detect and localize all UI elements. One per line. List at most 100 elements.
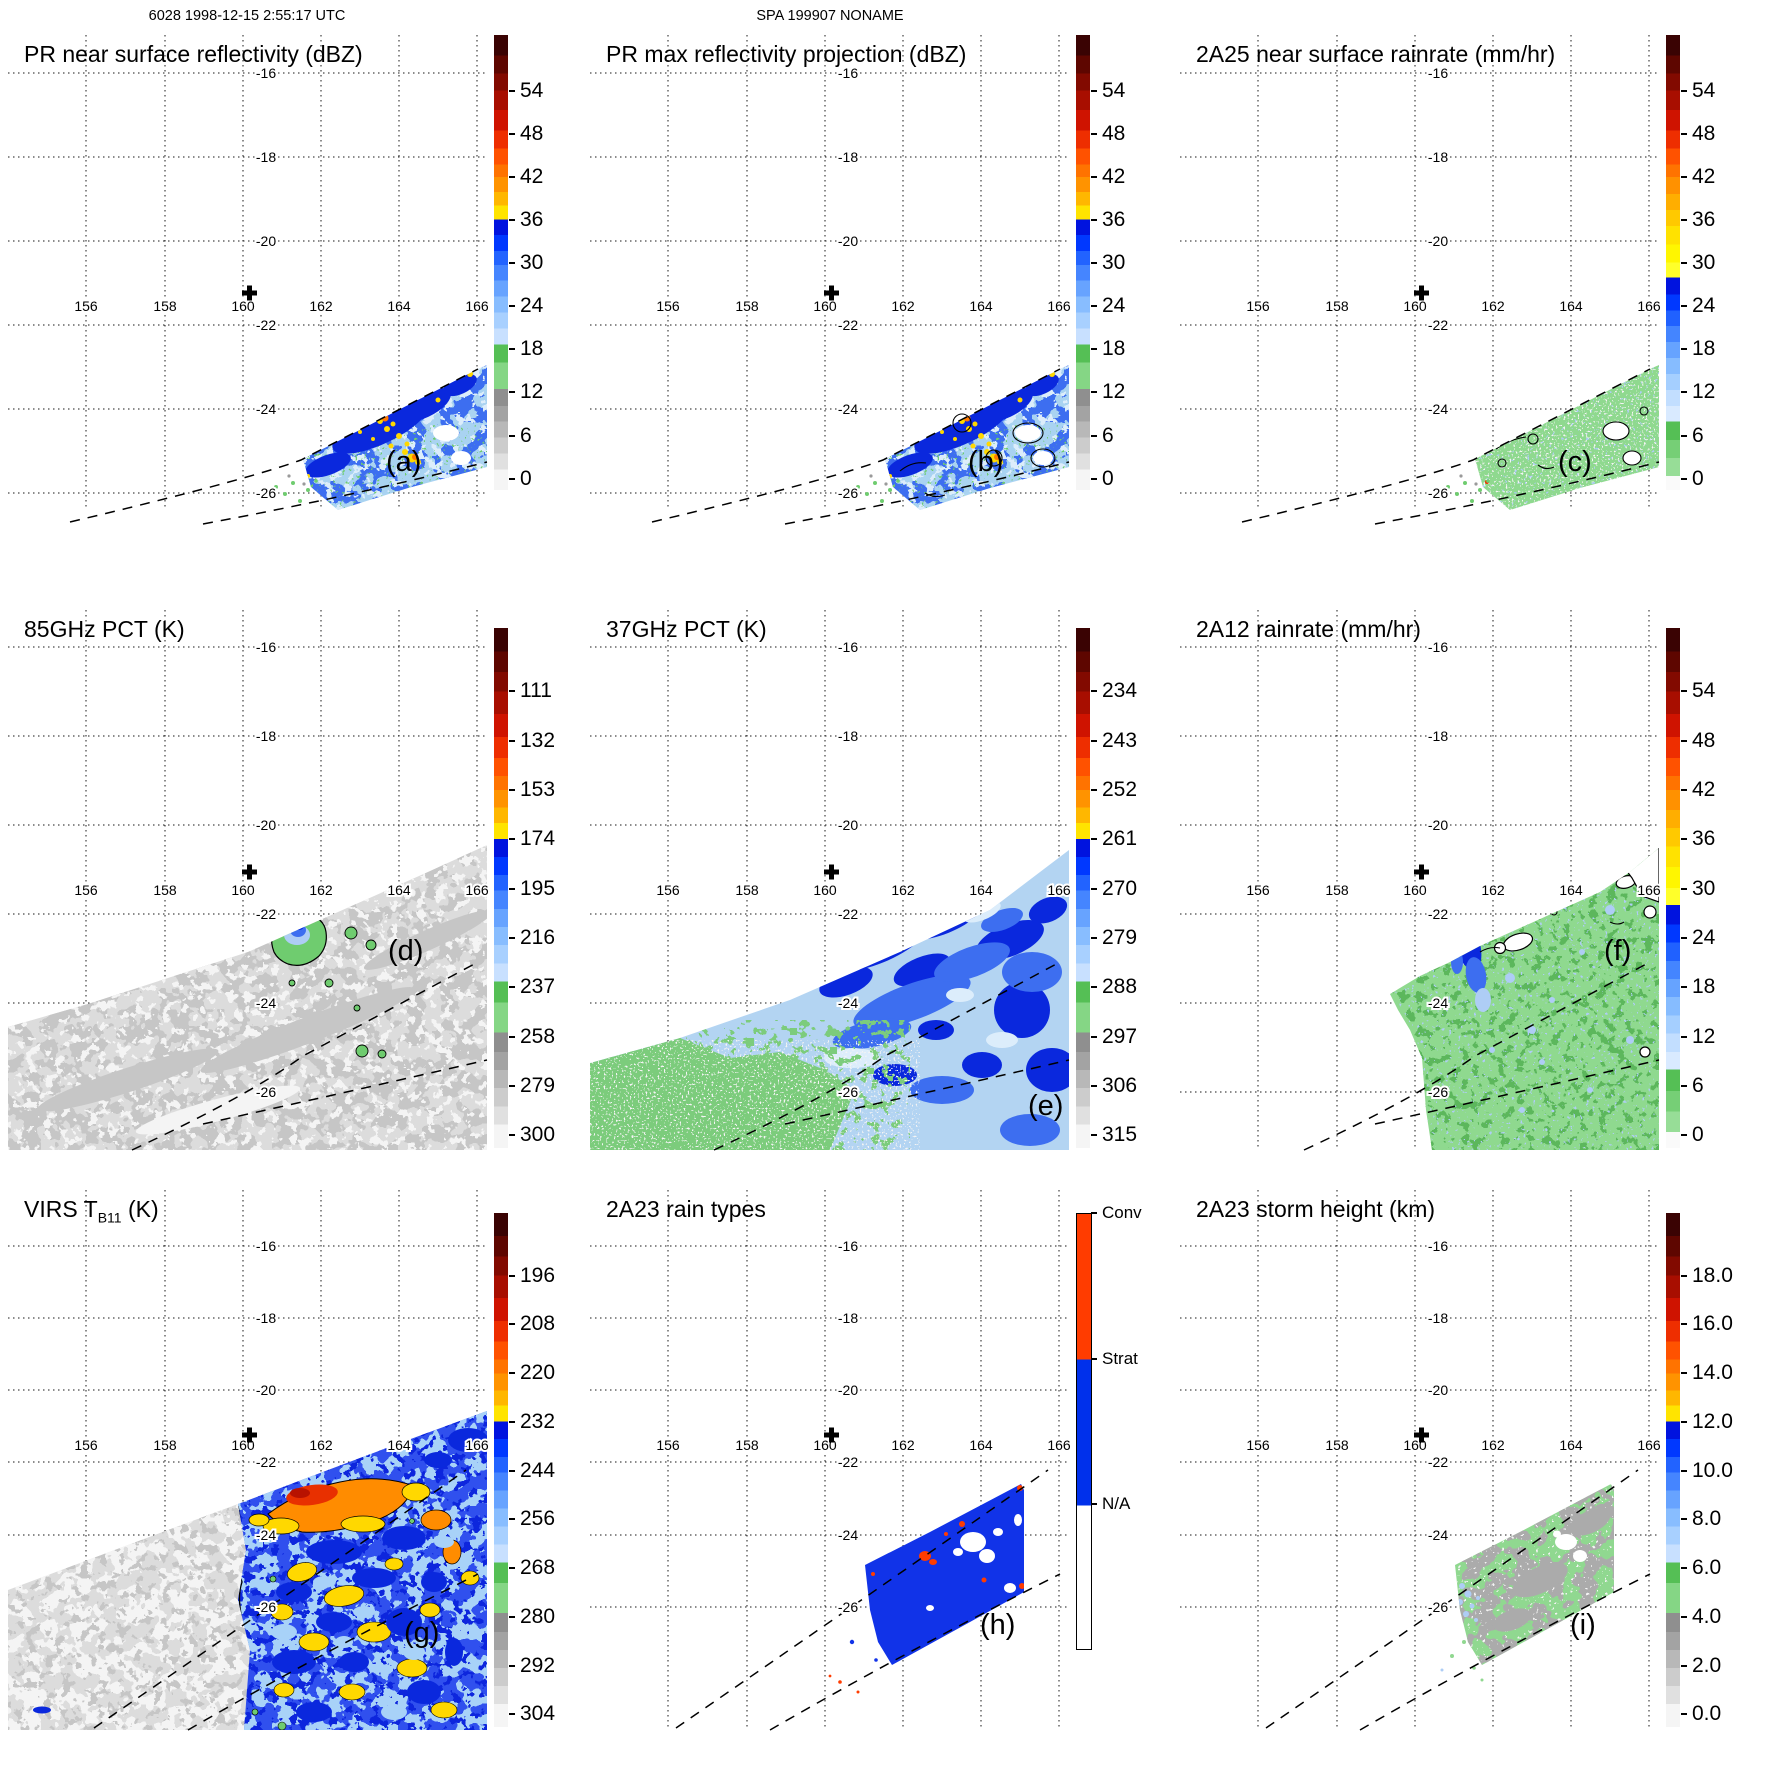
panel-letter: (h)	[980, 1609, 1015, 1641]
axis-labels: 156 158 160 162 164 166-16-18-20-22-24-26	[72, 1236, 491, 1617]
colorbar-tick-label: 24	[1681, 926, 1715, 950]
colorbar-tick-label: 14.0	[1681, 1361, 1733, 1385]
colorbar-tick-label: 36	[1681, 827, 1715, 851]
lon-label: 160	[813, 882, 837, 898]
map-i: (i) 156 158 160 162 164 166-16-18-20-22-24-26	[1180, 1190, 1663, 1731]
lon-label: 160	[1403, 298, 1427, 314]
cross-marker	[242, 1427, 257, 1443]
colorbar-tick-label: 111	[509, 679, 552, 703]
panel-c: 2A25 near surface rainrate (mm/hr) (c) 1…	[1180, 35, 1770, 525]
lat-label: -24	[256, 1527, 276, 1543]
map-g: (g) 156 158 160 162 164 166-16-18-20-22-24-26	[8, 1190, 491, 1731]
lon-label: 164	[969, 298, 993, 314]
lat-label: -24	[838, 1527, 858, 1543]
colorbar-tick-label: 304	[509, 1702, 555, 1726]
panel-f: 2A12 rainrate (mm/hr) (f)	[1180, 610, 1770, 1151]
lat-label: -24	[256, 995, 276, 1011]
map-b: (b) 156 158 160 162 164 166 -16 -18 -20 -22 -24 -26	[590, 35, 1071, 525]
colorbar-tick-label: 24	[509, 294, 543, 318]
lat-label: -18	[838, 728, 858, 744]
lon-label: 162	[1481, 1437, 1505, 1453]
lon-label: 158	[1325, 298, 1349, 314]
colorbar-tick-label: 48	[1091, 122, 1125, 146]
lat-label: -22	[1428, 1454, 1448, 1470]
cross-marker	[824, 285, 839, 301]
grid-lines	[1180, 1190, 1659, 1730]
colorbar-e	[1076, 628, 1090, 1148]
lon-label: 158	[1325, 1437, 1349, 1453]
colorbar-tick-label: 234	[1091, 679, 1137, 703]
axis-labels: 156 158 160 162 164 166-16-18-20-22-24-26	[654, 1236, 1073, 1617]
colorbar-tick-label: 54	[509, 79, 543, 103]
colorbar-tick-label: 6	[1091, 424, 1114, 448]
lon-label: 156	[1246, 1437, 1270, 1453]
lat-label: -22	[838, 317, 858, 333]
colorbar-tick-label: 6	[1681, 1074, 1704, 1098]
colorbar-tick-label: 244	[509, 1459, 555, 1483]
lon-label: 162	[891, 1437, 915, 1453]
colorbar-tick-label: 36	[1681, 208, 1715, 232]
colorbar-tick-label: 4.0	[1681, 1605, 1721, 1629]
colorbar-tick-label: 48	[1681, 729, 1715, 753]
panel-title: 2A23 rain types	[606, 1196, 766, 1222]
colorbar-tick-label: 54	[1681, 79, 1715, 103]
lat-label: -20	[256, 817, 276, 833]
colorbar-tick-label: 306	[1091, 1074, 1137, 1098]
colorbar-tick-label: 24	[1681, 294, 1715, 318]
colorbar-tick-label: 0	[509, 467, 532, 491]
colorbar-tick-label: 36	[509, 208, 543, 232]
lat-label: -20	[838, 233, 858, 249]
colorbar-tick-label: 12	[1681, 380, 1715, 404]
grid-lines	[590, 1190, 1069, 1730]
lon-label: 160	[231, 882, 255, 898]
lon-label: 158	[1325, 882, 1349, 898]
colorbar-tick-label: 300	[509, 1123, 555, 1147]
cross-marker	[242, 864, 257, 880]
lat-label: -26	[838, 1084, 858, 1100]
panel-title: 2A25 near surface rainrate (mm/hr)	[1196, 41, 1556, 67]
lat-label: -22	[1428, 317, 1448, 333]
colorbar-tick-label: 153	[509, 778, 555, 802]
colorbar-tick-label: 18	[1681, 337, 1715, 361]
colorbar-tick-label: 6	[509, 424, 532, 448]
lat-label: -18	[256, 1310, 276, 1326]
lat-label: -22	[256, 906, 276, 922]
lon-label: 166	[1637, 298, 1661, 314]
colorbar-tick-label: 196	[509, 1264, 555, 1288]
panel-d: 85GHz PCT (K) (d) 156 158 160 162 164 166 -1	[8, 610, 598, 1151]
panel-g: VIRS TB11 (K)	[8, 1190, 598, 1731]
colorbar-tick-label: 315	[1091, 1123, 1137, 1147]
lat-label: -20	[838, 1382, 858, 1398]
lon-label: 160	[813, 298, 837, 314]
panel-title: 2A23 storm height (km)	[1196, 1196, 1436, 1222]
lon-label: 166	[1637, 1437, 1661, 1453]
colorbar-tick-label: 256	[509, 1507, 555, 1531]
lon-label: 162	[309, 882, 333, 898]
lon-label: 158	[153, 298, 177, 314]
lon-label: 162	[1481, 882, 1505, 898]
lon-label: 166	[1047, 298, 1071, 314]
panel-title: VIRS TB11 (K)	[24, 1196, 159, 1226]
lon-label: 156	[656, 882, 680, 898]
lon-label: 156	[656, 1437, 680, 1453]
lon-label: 166	[465, 1437, 489, 1453]
lat-label: -16	[1428, 639, 1448, 655]
lon-label: 156	[1246, 298, 1270, 314]
lon-label: 164	[1559, 1437, 1583, 1453]
axis-labels: 156 158 160 162 164 166-16-18-20-22-24-26	[1244, 63, 1663, 503]
panel-letter: (i)	[1570, 1609, 1596, 1641]
colorbar-tick-label: 42	[1091, 165, 1125, 189]
colorbar-tick-label: 0.0	[1681, 1702, 1721, 1726]
panel-i: 2A23 storm height (km)	[1180, 1190, 1771, 1731]
colorbar-ticks-i: 18.0 16.0 14.0 12.0 10.0 8.0 6.0 4.0 2.0 0.0	[1681, 1213, 1771, 1727]
colorbar-tick-label: 261	[1091, 827, 1137, 851]
colorbar-tick-label: 270	[1091, 877, 1137, 901]
colorbar-h	[1076, 1213, 1092, 1650]
lon-label: 156	[1246, 882, 1270, 898]
panel-letter: (b)	[968, 446, 1003, 478]
lon-label: 156	[656, 298, 680, 314]
colorbar-tick-label: 258	[509, 1025, 555, 1049]
map-c: (c) 156 158 160 162 164 166 -16 -18 -20 -22 -24 -26	[1180, 35, 1663, 525]
orbit-header: 6028 1998-12-15 2:55:17 UTC	[148, 8, 346, 24]
lat-label: -20	[256, 233, 276, 249]
